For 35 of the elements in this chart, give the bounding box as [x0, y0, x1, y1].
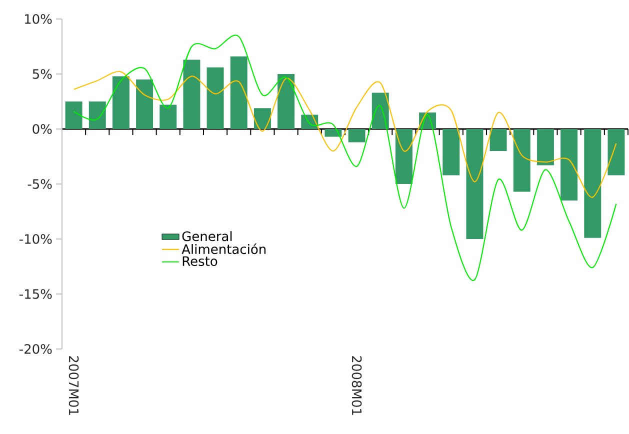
y-tick-label: 5%	[32, 69, 52, 79]
line-series	[73, 71, 617, 198]
bar	[608, 129, 625, 176]
bar	[206, 67, 224, 129]
bar	[490, 129, 507, 151]
bar	[254, 108, 271, 129]
line-series	[73, 36, 617, 281]
legend-label: General	[182, 231, 232, 242]
bar	[112, 76, 130, 129]
y-tick-label: 10%	[25, 14, 52, 24]
y-tick-label: -5%	[28, 179, 52, 189]
legend-label: Resto	[182, 256, 218, 266]
bar	[183, 60, 200, 129]
x-tick-label: 2008M01	[352, 356, 362, 415]
bar	[230, 56, 248, 129]
legend-label: Alimentación	[182, 243, 266, 254]
bar	[395, 129, 412, 184]
y-tick-label: -15%	[20, 289, 52, 299]
bar	[442, 129, 460, 176]
y-tick-label: -20%	[20, 344, 52, 354]
bar	[88, 102, 106, 129]
y-tick-label: 0%	[32, 124, 52, 134]
bar	[65, 102, 82, 129]
bar	[584, 129, 602, 238]
bar	[324, 129, 342, 137]
bar	[136, 80, 154, 129]
bar	[466, 129, 484, 239]
bar	[560, 129, 578, 200]
bar	[160, 104, 177, 129]
bar	[278, 74, 295, 129]
bar	[513, 129, 530, 192]
y-tick-label: -10%	[20, 234, 52, 244]
bar	[536, 129, 554, 166]
x-tick-label: 2007M01	[68, 356, 79, 415]
bar	[348, 129, 366, 142]
